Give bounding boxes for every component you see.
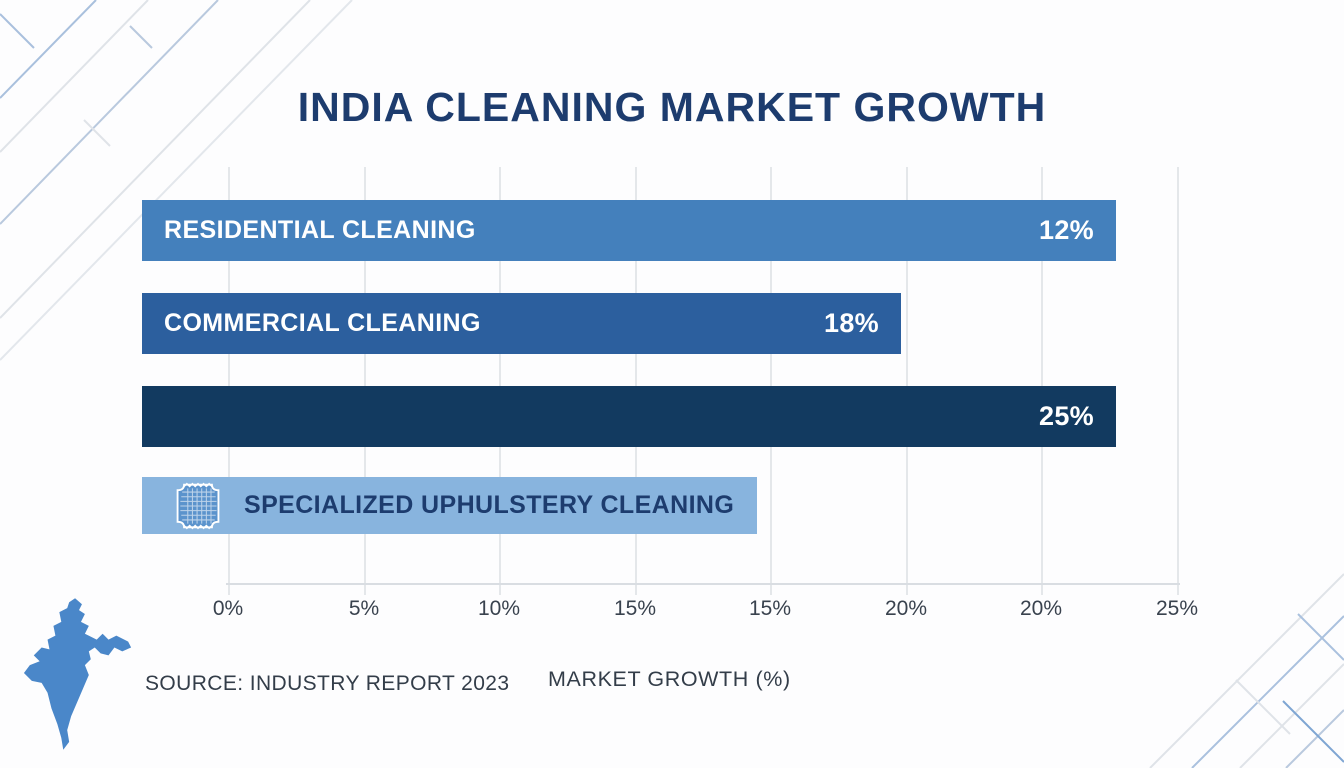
bar-label: RESIDENTIAL CLEANING [164,216,476,244]
x-tick-label: 15% [613,597,657,620]
x-tick-label: 20% [1019,597,1063,620]
fabric-swatch-icon [176,482,220,529]
x-tick-label: 0% [212,597,244,620]
gridline [228,167,230,595]
bar-label: COMMERCIAL CLEANING [164,309,481,337]
gridline [906,167,908,595]
x-tick-label: 10% [477,597,521,620]
source-note: SOURCE: INDUSTRY REPORT 2023 [145,672,510,695]
bar-label: SPECIALIZED UPHULSTERY CLEANING [244,491,735,519]
gridline [499,167,501,595]
x-tick-label: 25% [1155,597,1199,620]
bar-unlabeled-25pct: 25% [142,386,1116,447]
gridline [364,167,366,595]
x-tick-label: 20% [884,597,928,620]
bar-specialized-upholstery-cleaning: SPECIALIZED UPHULSTERY CLEANING [142,477,757,534]
page-title: INDIA CLEANING MARKET GROWTH [297,84,1047,130]
bar-value: 12% [1039,215,1094,245]
x-tick-label: 5% [348,597,380,620]
gridline [1177,167,1179,595]
india-map-icon [23,598,132,750]
x-tick-label: 15% [748,597,792,620]
bar-commercial-cleaning: COMMERCIAL CLEANING 18% [142,293,901,354]
bar-value: 18% [824,308,879,338]
gridline [770,167,772,595]
gridline [635,167,637,595]
bar-residential-cleaning: RESIDENTIAL CLEANING 12% [142,200,1116,261]
gridline [1041,167,1043,595]
x-axis-title: MARKET GROWTH (%) [548,667,791,691]
bar-value: 25% [1039,401,1094,431]
x-axis-line [226,583,1180,585]
